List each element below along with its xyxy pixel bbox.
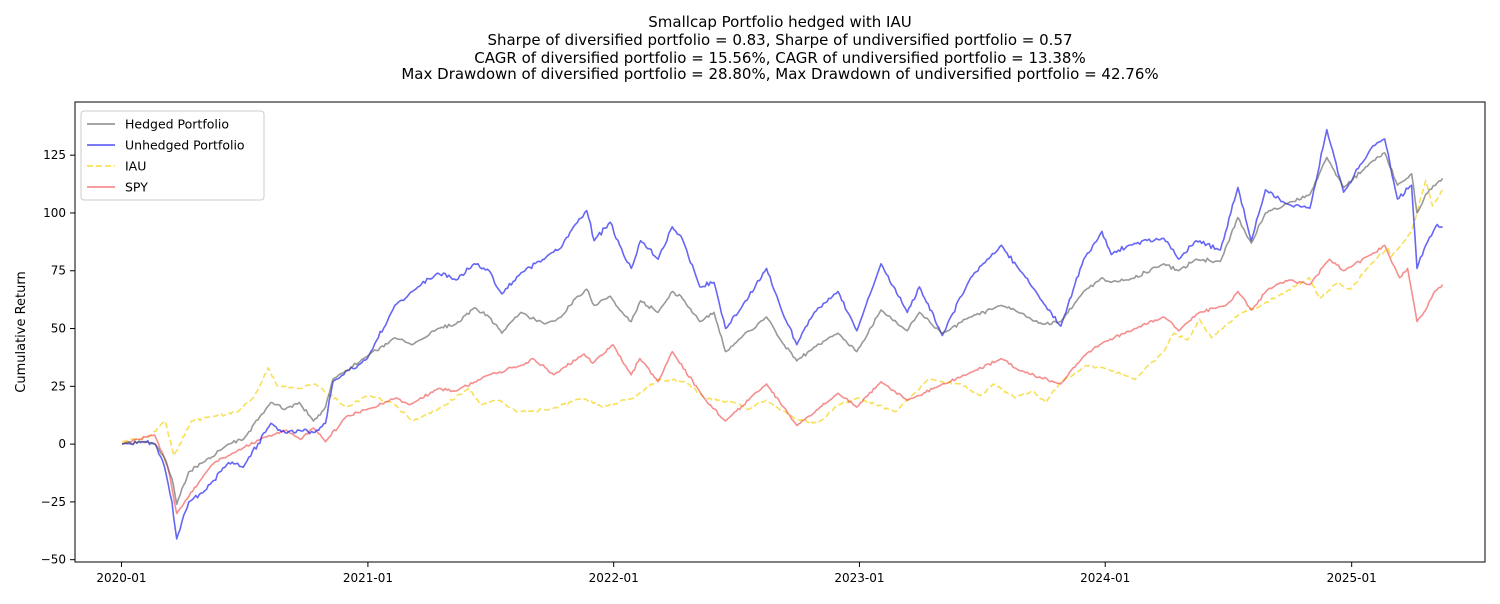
x-tick-label: 2025-01 (1327, 571, 1377, 585)
chart-subtitle-cagr: CAGR of diversified portfolio = 15.56%, … (474, 49, 1085, 67)
legend-label: Unhedged Portfolio (125, 138, 245, 153)
y-tick-label: 100 (43, 206, 66, 220)
x-tick-label: 2024-01 (1080, 571, 1130, 585)
chart-subtitle-drawdown: Max Drawdown of diversified portfolio = … (401, 65, 1158, 83)
y-tick-label: 25 (51, 379, 66, 393)
legend-label: IAU (125, 159, 146, 174)
y-axis-label: Cumulative Return (14, 271, 29, 392)
chart-title: Smallcap Portfolio hedged with IAU Sharp… (401, 13, 1158, 83)
series-line-unhedged-portfolio (121, 128, 1443, 540)
legend-label: Hedged Portfolio (125, 117, 229, 132)
series-layer (121, 128, 1444, 540)
y-tick-label: 75 (51, 264, 66, 278)
y-tick-label: 0 (58, 437, 66, 451)
y-axis: −50 −25 0 25 50 75 100 125 (41, 148, 75, 567)
legend-label: SPY (125, 180, 148, 195)
y-tick-label: 125 (43, 148, 66, 162)
series-line-hedged-portfolio (121, 152, 1444, 505)
legend-box (80, 110, 265, 201)
x-tick-label: 2023-01 (834, 571, 884, 585)
y-tick-label: −50 (41, 553, 66, 567)
x-tick-label: 2022-01 (589, 571, 639, 585)
series-line-spy (121, 244, 1444, 515)
y-tick-label: −25 (41, 495, 66, 509)
legend: Hedged Portfolio Unhedged Portfolio IAU SPY (80, 110, 265, 201)
chart-title-line: Smallcap Portfolio hedged with IAU (648, 13, 911, 31)
y-tick-label: 50 (51, 322, 66, 336)
x-tick-label: 2021-01 (343, 571, 393, 585)
plot-area-frame (74, 101, 1486, 563)
x-axis: 2020-01 2021-01 2022-01 2023-01 2024-01 2025-… (96, 562, 1377, 585)
series-line-iau (121, 179, 1444, 457)
x-tick-label: 2020-01 (96, 571, 146, 585)
chart-subtitle-sharpe: Sharpe of diversified portfolio = 0.83, … (487, 31, 1072, 49)
